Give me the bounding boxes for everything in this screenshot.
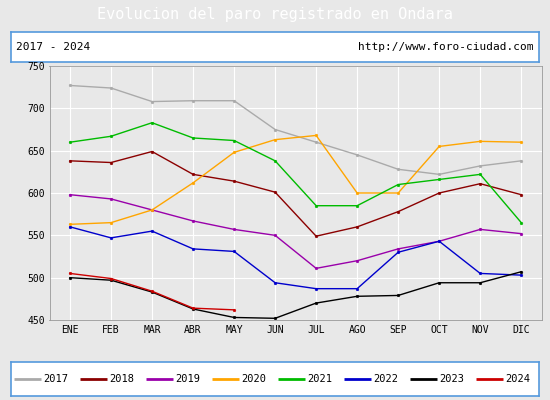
Text: 2022: 2022	[373, 374, 398, 384]
Text: 2018: 2018	[109, 374, 134, 384]
Text: 2019: 2019	[175, 374, 200, 384]
Text: 2020: 2020	[241, 374, 266, 384]
Text: 2023: 2023	[439, 374, 464, 384]
Text: Evolucion del paro registrado en Ondara: Evolucion del paro registrado en Ondara	[97, 8, 453, 22]
Text: http://www.foro-ciudad.com: http://www.foro-ciudad.com	[358, 42, 534, 52]
Text: 2017 - 2024: 2017 - 2024	[16, 42, 91, 52]
Text: 2024: 2024	[505, 374, 530, 384]
Text: 2021: 2021	[307, 374, 332, 384]
Text: 2017: 2017	[43, 374, 68, 384]
